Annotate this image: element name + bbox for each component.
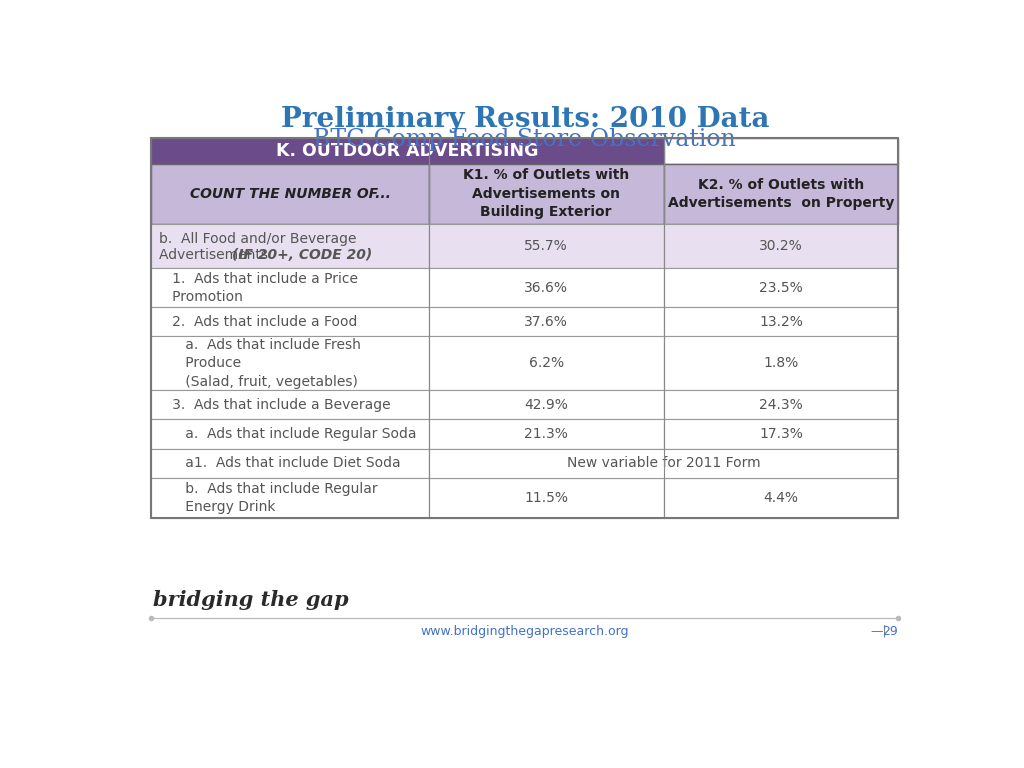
Text: 1.8%: 1.8% <box>763 356 799 370</box>
Text: bridging the gap: bridging the gap <box>153 591 348 611</box>
Bar <box>152 269 429 307</box>
Text: New variable for 2011 Form: New variable for 2011 Form <box>566 456 761 470</box>
Bar <box>429 449 898 478</box>
Bar <box>152 307 429 336</box>
Text: a.  Ads that include Fresh
      Produce
      (Salad, fruit, vegetables): a. Ads that include Fresh Produce (Salad… <box>159 338 360 389</box>
Bar <box>152 137 664 164</box>
Bar <box>429 164 664 223</box>
Bar <box>429 390 664 419</box>
Text: 17.3%: 17.3% <box>759 427 803 441</box>
Bar <box>152 449 429 478</box>
Text: a1.  Ads that include Diet Soda: a1. Ads that include Diet Soda <box>159 456 400 470</box>
Text: 29: 29 <box>883 624 898 637</box>
Bar <box>152 390 429 419</box>
Text: a.  Ads that include Regular Soda: a. Ads that include Regular Soda <box>159 427 417 441</box>
Text: —|: —| <box>870 624 888 637</box>
Text: Preliminary Results: 2010 Data: Preliminary Results: 2010 Data <box>281 107 769 134</box>
Text: (IF 20+, CODE 20): (IF 20+, CODE 20) <box>231 248 372 262</box>
Bar <box>664 419 898 449</box>
Text: 1.  Ads that include a Price
   Promotion: 1. Ads that include a Price Promotion <box>159 272 358 304</box>
Bar <box>664 164 898 223</box>
Text: 13.2%: 13.2% <box>759 315 803 329</box>
Bar <box>429 449 664 478</box>
Text: BTG-Comp Food Store Observation: BTG-Comp Food Store Observation <box>313 128 736 151</box>
Text: 2.  Ads that include a Food: 2. Ads that include a Food <box>159 315 357 329</box>
Text: 37.6%: 37.6% <box>524 315 568 329</box>
Bar <box>429 269 664 307</box>
Bar <box>664 390 898 419</box>
Bar <box>664 478 898 518</box>
Bar <box>664 449 898 478</box>
Text: K2. % of Outlets with
Advertisements  on Property: K2. % of Outlets with Advertisements on … <box>668 177 894 210</box>
Text: COUNT THE NUMBER OF...: COUNT THE NUMBER OF... <box>189 187 390 200</box>
Text: K1. % of Outlets with
Advertisements on
Building Exterior: K1. % of Outlets with Advertisements on … <box>463 168 629 219</box>
Bar <box>664 307 898 336</box>
Text: K. OUTDOOR ADVERTISING: K. OUTDOOR ADVERTISING <box>276 141 539 160</box>
Bar <box>152 336 429 390</box>
Bar <box>664 137 898 164</box>
Bar <box>152 419 429 449</box>
Bar <box>152 164 429 223</box>
Text: www.bridgingthegapresearch.org: www.bridgingthegapresearch.org <box>421 624 629 637</box>
Text: 6.2%: 6.2% <box>528 356 563 370</box>
Bar <box>152 478 429 518</box>
Text: 11.5%: 11.5% <box>524 491 568 505</box>
Text: 30.2%: 30.2% <box>759 239 803 253</box>
Bar <box>429 223 664 269</box>
Text: 42.9%: 42.9% <box>524 398 568 412</box>
Text: 21.3%: 21.3% <box>524 427 568 441</box>
Text: 23.5%: 23.5% <box>759 281 803 295</box>
Bar <box>664 269 898 307</box>
Text: 24.3%: 24.3% <box>759 398 803 412</box>
Text: 4.4%: 4.4% <box>764 491 799 505</box>
Text: b.  Ads that include Regular
      Energy Drink: b. Ads that include Regular Energy Drink <box>159 482 378 514</box>
Text: b.  All Food and/or Beverage: b. All Food and/or Beverage <box>159 232 356 246</box>
Bar <box>664 223 898 269</box>
Bar <box>429 419 664 449</box>
Text: Advertisements: Advertisements <box>159 248 276 262</box>
Text: 55.7%: 55.7% <box>524 239 568 253</box>
Bar <box>429 336 664 390</box>
Bar <box>664 336 898 390</box>
Text: 3.  Ads that include a Beverage: 3. Ads that include a Beverage <box>159 398 390 412</box>
Bar <box>429 307 664 336</box>
Text: 36.6%: 36.6% <box>524 281 568 295</box>
Bar <box>429 478 664 518</box>
Bar <box>152 223 429 269</box>
Bar <box>152 137 898 518</box>
